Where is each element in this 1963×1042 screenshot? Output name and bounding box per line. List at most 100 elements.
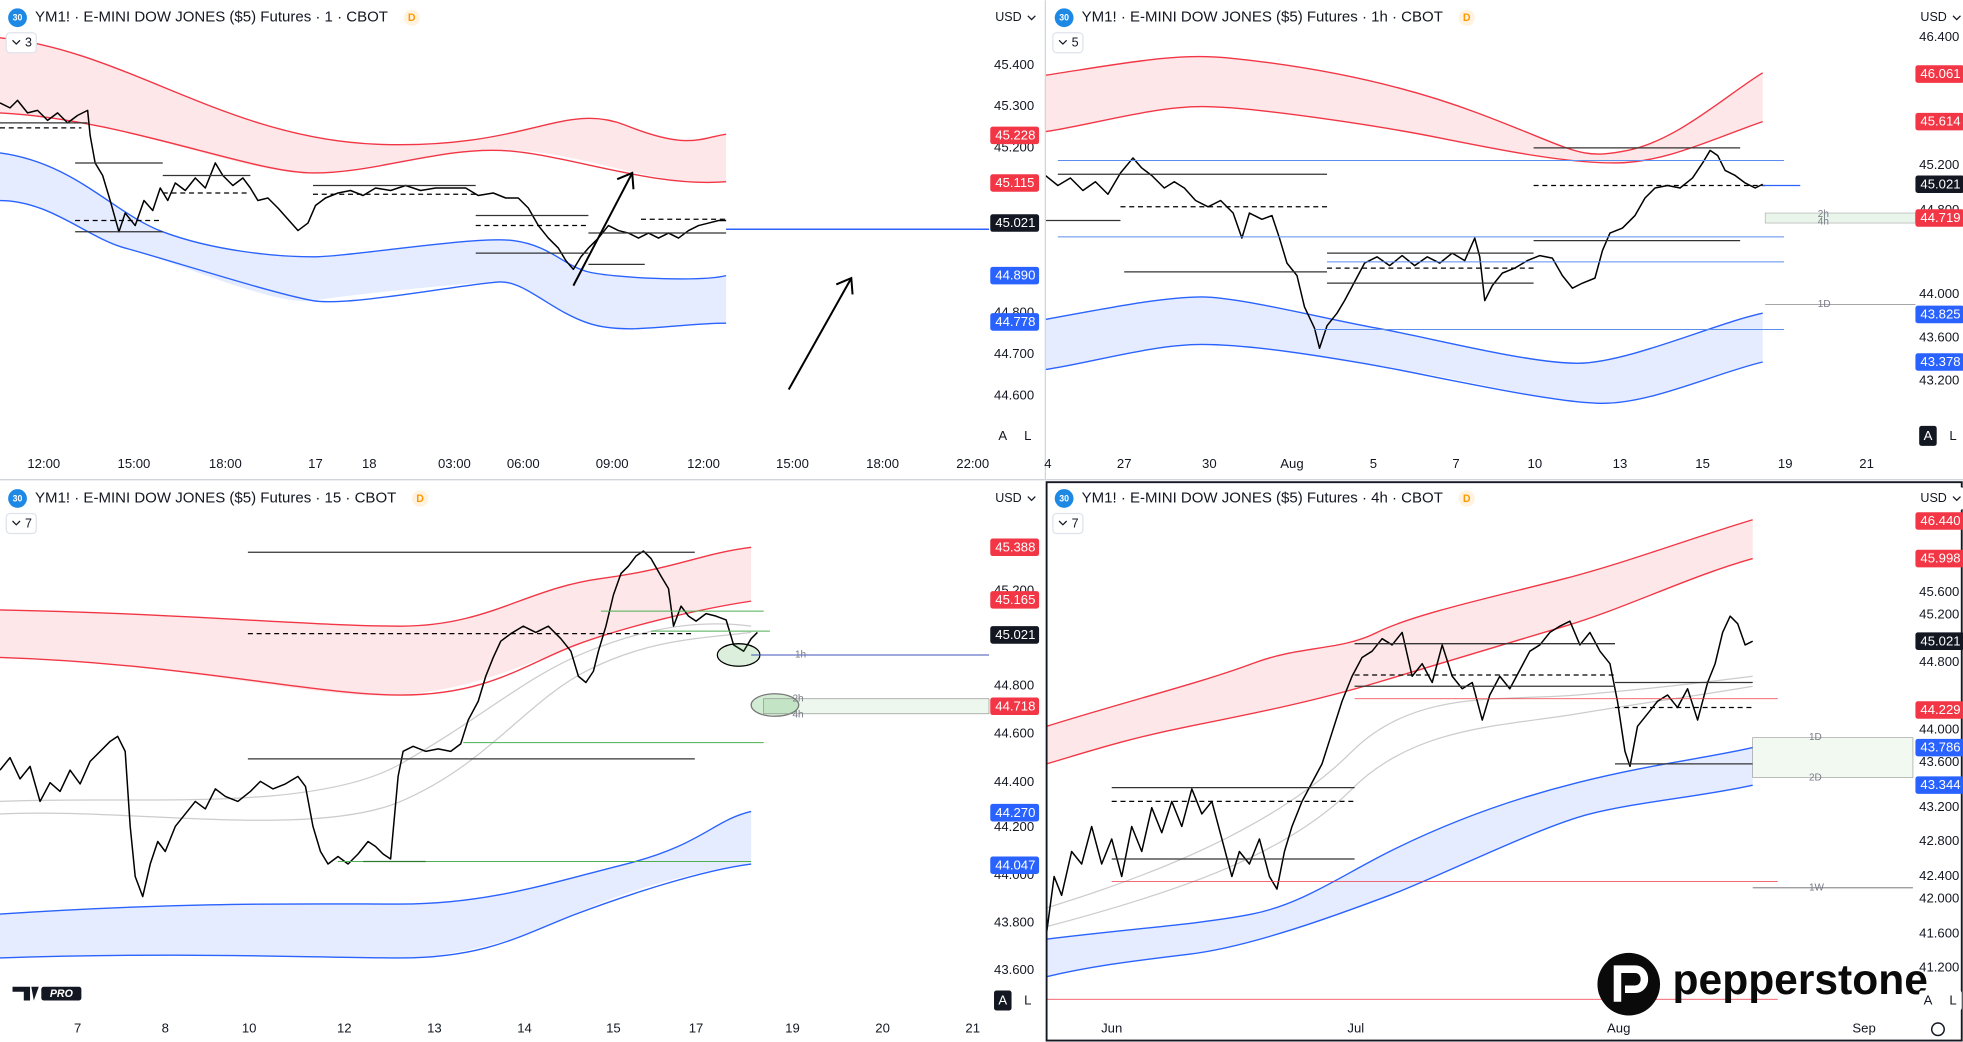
data-flag: [1458, 490, 1475, 507]
price-badge-label: 46.440: [1920, 513, 1960, 528]
scale-button[interactable]: [1944, 425, 1962, 446]
symbol-icon: [1054, 8, 1074, 28]
price-badge: [1915, 112, 1963, 131]
indicator-toggle[interactable]: [5, 32, 37, 54]
price-badge: [990, 591, 1040, 609]
scale-button-label[interactable]: A: [1924, 428, 1933, 443]
chevron: [1027, 15, 1036, 21]
price-axis-label: 44.400: [994, 774, 1034, 789]
chart-drawing-15m: [0, 546, 990, 959]
currency-label[interactable]: USD: [1920, 10, 1946, 24]
chevron: [12, 520, 21, 526]
currency-button[interactable]: [1916, 487, 1963, 510]
scale-button[interactable]: [994, 425, 1012, 446]
time-axis-label: 19: [1778, 456, 1793, 471]
time-axis-label: 12:00: [687, 456, 720, 471]
indicator-count[interactable]: 7: [1072, 516, 1079, 530]
time-axis-label: 15: [606, 1021, 621, 1036]
indicator-count[interactable]: 7: [25, 516, 32, 530]
price-badge: [990, 313, 1040, 331]
price-axis-label: 42.400: [1919, 868, 1959, 883]
scale-button-label[interactable]: A: [998, 993, 1007, 1008]
price-badge-label: 43.344: [1920, 777, 1960, 792]
level-label: 4h: [792, 710, 803, 721]
price-badge: [1915, 632, 1963, 650]
price-badge-label: 44.890: [995, 268, 1035, 283]
time-axis-label: 21: [1859, 456, 1874, 471]
brand-logo: pepperstone: [1597, 952, 1928, 1016]
price-badge: [990, 856, 1040, 875]
price-badge: [1915, 65, 1963, 83]
time-axis-label: 03:00: [438, 456, 471, 471]
settings-icon[interactable]: [1930, 1022, 1945, 1037]
time-axis-label: 10: [242, 1021, 257, 1036]
price-axis-label: 43.600: [1919, 754, 1959, 769]
price-badge-label: 44.229: [1920, 702, 1960, 717]
scale-button[interactable]: [1019, 425, 1037, 446]
scale-button[interactable]: [1919, 425, 1937, 446]
scale-button-label[interactable]: L: [1949, 428, 1956, 443]
price-axis-label: 44.000: [1919, 722, 1959, 737]
time-axis-label: 7: [74, 1021, 81, 1036]
data-flag-label: D: [1463, 12, 1471, 24]
scale-button-label[interactable]: L: [1024, 428, 1031, 443]
chart-title: YM1! · E-MINI DOW JONES ($5) Futures · 1…: [35, 489, 396, 506]
currency-label[interactable]: USD: [995, 10, 1021, 24]
price-badge: [990, 126, 1040, 145]
currency-button[interactable]: [1916, 6, 1963, 29]
symbol-icon-label: 30: [1059, 493, 1069, 503]
currency-button[interactable]: [991, 6, 1040, 29]
chevron: [1027, 496, 1036, 502]
symbol-icon: [8, 489, 27, 508]
price-badge-label: 45.021: [1920, 633, 1960, 648]
level-label: 1D: [1818, 299, 1831, 310]
time-axis-label: Sep: [1852, 1021, 1875, 1036]
tv-pro-label: PRO: [50, 988, 74, 1000]
scale-button-label[interactable]: L: [1949, 993, 1956, 1008]
indicator-toggle[interactable]: [1052, 512, 1084, 535]
symbol-icon: [1054, 489, 1074, 508]
scale-button-label[interactable]: L: [1024, 993, 1031, 1008]
price-badge-label: 45.228: [995, 128, 1035, 143]
price-badge: [1915, 353, 1963, 371]
price-badge: [1915, 512, 1963, 530]
chevron: [1952, 15, 1961, 21]
scale-button[interactable]: [1019, 990, 1037, 1011]
level-label: 2D: [1809, 772, 1822, 783]
symbol-icon: [8, 8, 27, 28]
currency-label[interactable]: USD: [995, 491, 1021, 505]
price-badge: [1915, 175, 1963, 193]
chart-drawing-1m: [0, 37, 990, 391]
price-axis-label: 44.800: [1919, 654, 1959, 669]
brand-name: pepperstone: [1673, 956, 1928, 1004]
time-axis-label: Jun: [1101, 1021, 1122, 1036]
price-axis-label: 43.600: [994, 962, 1034, 977]
price-axis-label: 44.800: [994, 678, 1034, 693]
price-badge-label: 45.614: [1920, 114, 1960, 129]
symbol-icon-label: 30: [13, 493, 23, 503]
time-axis-label: 15:00: [118, 456, 151, 471]
indicator-count[interactable]: 3: [25, 36, 32, 50]
currency-label[interactable]: USD: [1920, 491, 1946, 505]
price-badge-label: 46.061: [1920, 66, 1960, 81]
time-axis-label: 21: [965, 1021, 980, 1036]
currency-button[interactable]: [991, 487, 1040, 510]
scale-button[interactable]: [1944, 990, 1962, 1011]
scale-button-label[interactable]: A: [998, 428, 1007, 443]
price-axis-label: 44.700: [994, 346, 1034, 361]
level-label: 1D: [1809, 732, 1822, 743]
time-axis-label: 18:00: [209, 456, 242, 471]
symbol-icon-label: 30: [1059, 13, 1069, 23]
indicator-toggle[interactable]: [5, 512, 37, 535]
indicator-count[interactable]: 5: [1072, 36, 1079, 50]
price-axis-label: 42.800: [1919, 833, 1959, 848]
chart-drawing-1h: [1044, 55, 1916, 405]
price-axis-label: 44.000: [1919, 286, 1959, 301]
time-axis-label: 18: [362, 456, 377, 471]
scale-button[interactable]: [1919, 990, 1937, 1011]
scale-button[interactable]: [994, 990, 1012, 1011]
indicator-toggle[interactable]: [1052, 32, 1084, 54]
scale-button-label[interactable]: A: [1924, 993, 1933, 1008]
